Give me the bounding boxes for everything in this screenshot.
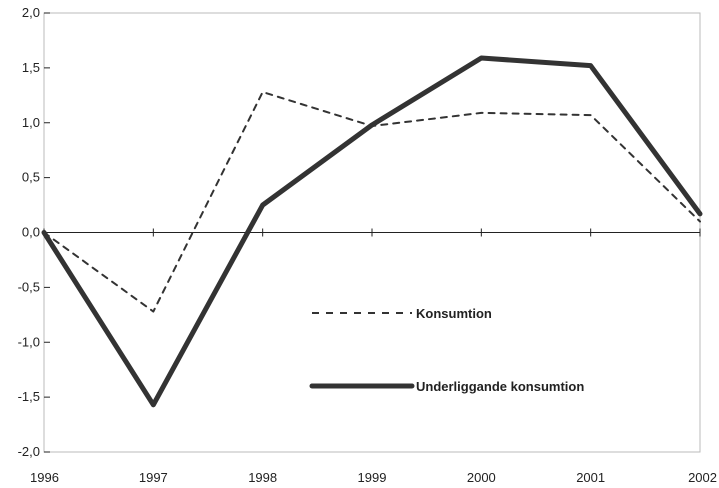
x-tick-label: 1999 bbox=[358, 470, 387, 485]
legend: Konsumtion Underliggande konsumtion bbox=[309, 306, 584, 394]
x-tick-label: 1998 bbox=[248, 470, 277, 485]
y-tick-label: 2,0 bbox=[22, 5, 40, 20]
x-tick-label: 2000 bbox=[467, 470, 496, 485]
x-axis: 1996 1997 1998 1999 2000 2001 2002 bbox=[30, 228, 717, 485]
legend-label-konsumtion: Konsumtion bbox=[416, 306, 492, 321]
x-tick-label: 2002 bbox=[688, 470, 717, 485]
x-tick-label: 1996 bbox=[30, 470, 59, 485]
y-tick-label: 1,0 bbox=[22, 115, 40, 130]
series-lines bbox=[41, 55, 703, 408]
y-tick-label: -2,0 bbox=[18, 444, 40, 459]
y-tick-label: 0,5 bbox=[22, 170, 40, 185]
x-tick-label: 2001 bbox=[576, 470, 605, 485]
y-axis: 2,0 1,5 1,0 0,5 0,0 -0,5 -1,0 -1,5 -2,0 bbox=[18, 5, 50, 459]
y-tick-label: 1,5 bbox=[22, 60, 40, 75]
legend-label-underliggande-konsumtion: Underliggande konsumtion bbox=[416, 379, 584, 394]
x-tick-label: 1997 bbox=[139, 470, 168, 485]
y-tick-label: -1,5 bbox=[18, 389, 40, 404]
y-tick-label: 0,0 bbox=[22, 225, 40, 240]
y-tick-label: -0,5 bbox=[18, 279, 40, 294]
series-line-underliggande-konsumtion bbox=[41, 55, 703, 408]
y-tick-label: -1,0 bbox=[18, 334, 40, 349]
